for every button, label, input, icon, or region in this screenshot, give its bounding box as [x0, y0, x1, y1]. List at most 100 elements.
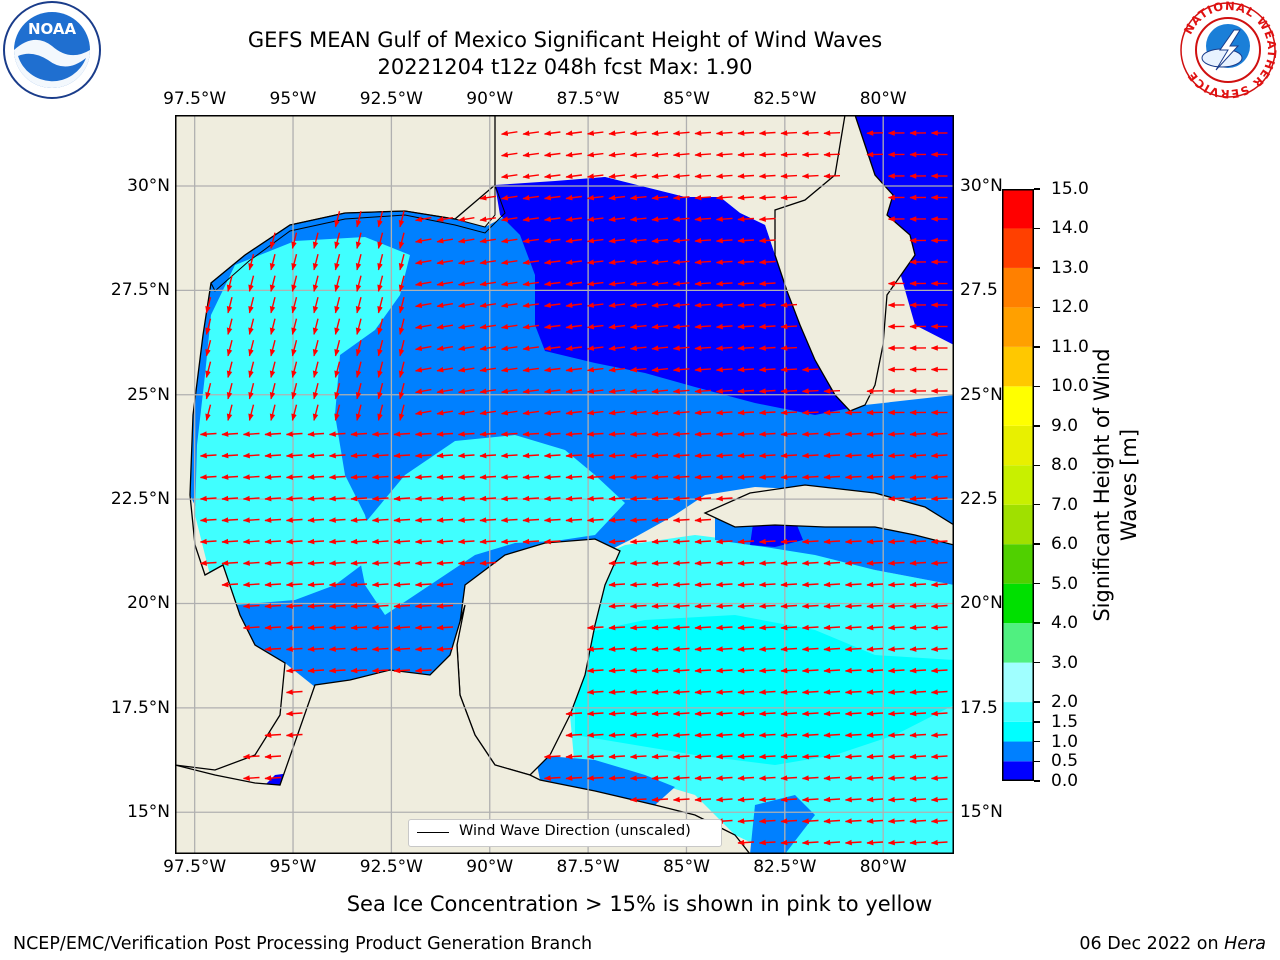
wave-arrow-225 — [436, 324, 454, 330]
colorbar-tick-15: 13.0 — [1051, 257, 1089, 278]
wave-arrow-195 — [457, 302, 475, 309]
wave-arrow-161 — [377, 275, 384, 292]
wave-arrow-604 — [371, 581, 389, 588]
wave-arrow-352 — [414, 410, 432, 416]
wave-arrow-178 — [737, 280, 755, 287]
wave-arrow-86 — [522, 216, 539, 223]
wave-arrow-644 — [823, 603, 841, 609]
wave-arrow-706 — [350, 667, 368, 674]
colorbar-segment-4 — [1002, 662, 1034, 703]
wave-arrow-229 — [522, 323, 539, 330]
wave-arrow-48 — [672, 173, 690, 179]
wave-arrow-804 — [930, 753, 948, 760]
wave-arrow-54 — [801, 173, 819, 179]
footer-host: Hera — [1224, 934, 1266, 954]
wave-arrow-845 — [801, 818, 819, 824]
wave-arrow-485 — [264, 495, 282, 502]
wave-arrow-106 — [377, 232, 384, 249]
lat-tick-right-1: 27.5 — [960, 280, 998, 301]
wave-arrow-61 — [522, 194, 539, 201]
lon-tick-bottom-7: 80°W — [859, 857, 907, 877]
colorbar-tick-13: 11.0 — [1051, 336, 1089, 357]
wave-arrow-240 — [758, 323, 776, 330]
wave-arrow-383 — [328, 431, 346, 437]
wave-arrow-413 — [221, 452, 239, 459]
wave-arrow-124 — [758, 237, 776, 244]
wave-arrow-833 — [780, 796, 798, 803]
colorbar-tick-mark-14 — [1034, 306, 1040, 309]
wave-arrow-511 — [221, 517, 239, 523]
wave-arrow-792 — [672, 753, 690, 760]
wave-arrow-651 — [264, 624, 282, 631]
wave-arrow-629 — [350, 603, 368, 609]
wave-arrow-279 — [269, 361, 276, 378]
wave-arrow-739 — [823, 689, 841, 695]
wave-arrow-786 — [543, 753, 561, 760]
wave-arrow-495 — [479, 495, 497, 502]
wave-arrow-842 — [737, 818, 755, 824]
wave-arrow-176 — [694, 280, 712, 287]
wave-arrow-107 — [398, 232, 405, 249]
wave-arrow-88 — [565, 216, 582, 222]
wave-arrow-409 — [887, 431, 905, 437]
wave-arrow-564 — [887, 538, 905, 545]
wave-arrow-621 — [887, 581, 905, 588]
wave-arrow-853 — [758, 839, 776, 846]
wave-arrow-682 — [371, 646, 389, 652]
wave-arrow-379 — [242, 431, 260, 437]
wave-arrow-349 — [355, 404, 362, 421]
lon-tick-top-7: 80°W — [859, 89, 907, 109]
wave-arrow-210 — [780, 302, 798, 308]
wave-arrow-605 — [393, 581, 411, 588]
wave-arrow-386 — [393, 431, 411, 437]
lon-tick-bottom-6: 82.5°W — [753, 857, 817, 877]
wave-arrow-402 — [737, 431, 755, 437]
wave-arrow-756 — [780, 710, 798, 717]
wave-arrow-193 — [414, 302, 432, 309]
wave-arrow-323 — [522, 388, 539, 395]
wave-arrow-239 — [737, 323, 755, 330]
wave-arrow-144 — [608, 259, 626, 265]
wave-arrow-695 — [780, 646, 798, 652]
wave-arrow-87 — [543, 216, 561, 222]
wave-arrow-40 — [500, 173, 518, 180]
wave-arrow-371 — [823, 409, 841, 416]
wave-arrow-831 — [737, 796, 755, 803]
wave-arrow-0 — [500, 130, 518, 137]
wave-arrow-29 — [694, 151, 712, 158]
wave-arrow-704 — [307, 667, 325, 674]
wave-arrow-726 — [930, 667, 948, 674]
wave-arrow-844 — [780, 818, 798, 824]
wave-arrow-525 — [522, 517, 540, 523]
wave-arrow-168 — [522, 280, 539, 287]
wave-arrow-664 — [672, 624, 690, 631]
wave-arrow-358 — [543, 409, 561, 416]
wave-arrow-749 — [629, 710, 647, 717]
wave-arrow-528 — [586, 517, 604, 523]
wave-arrow-345 — [269, 404, 276, 421]
wave-arrow-238 — [715, 323, 733, 330]
wave-arrow-3 — [565, 130, 582, 136]
wave-arrow-481 — [930, 474, 948, 480]
wave-arrow-365 — [694, 409, 712, 416]
wave-arrow-226 — [457, 324, 475, 330]
wave-arrow-300 — [715, 366, 733, 373]
wave-arrow-297 — [651, 366, 669, 373]
wave-arrow-68 — [672, 194, 690, 201]
wave-arrow-838 — [887, 796, 905, 803]
wave-arrow-444 — [887, 452, 905, 459]
wave-arrow-620 — [866, 581, 884, 588]
wave-arrow-35 — [823, 151, 841, 158]
wave-arrow-800 — [844, 753, 862, 760]
wave-arrow-364 — [672, 409, 690, 416]
wave-arrow-227 — [479, 323, 497, 330]
wave-arrow-141 — [543, 259, 561, 265]
colorbar-tick-14: 12.0 — [1051, 297, 1089, 318]
wave-arrow-134 — [398, 254, 405, 271]
wave-arrow-649 — [930, 603, 948, 609]
wave-arrow-419 — [350, 452, 368, 459]
wave-arrow-175 — [672, 280, 690, 287]
wave-arrow-318 — [414, 388, 432, 395]
wave-arrow-688 — [629, 646, 647, 652]
wave-arrow-259 — [500, 345, 518, 352]
